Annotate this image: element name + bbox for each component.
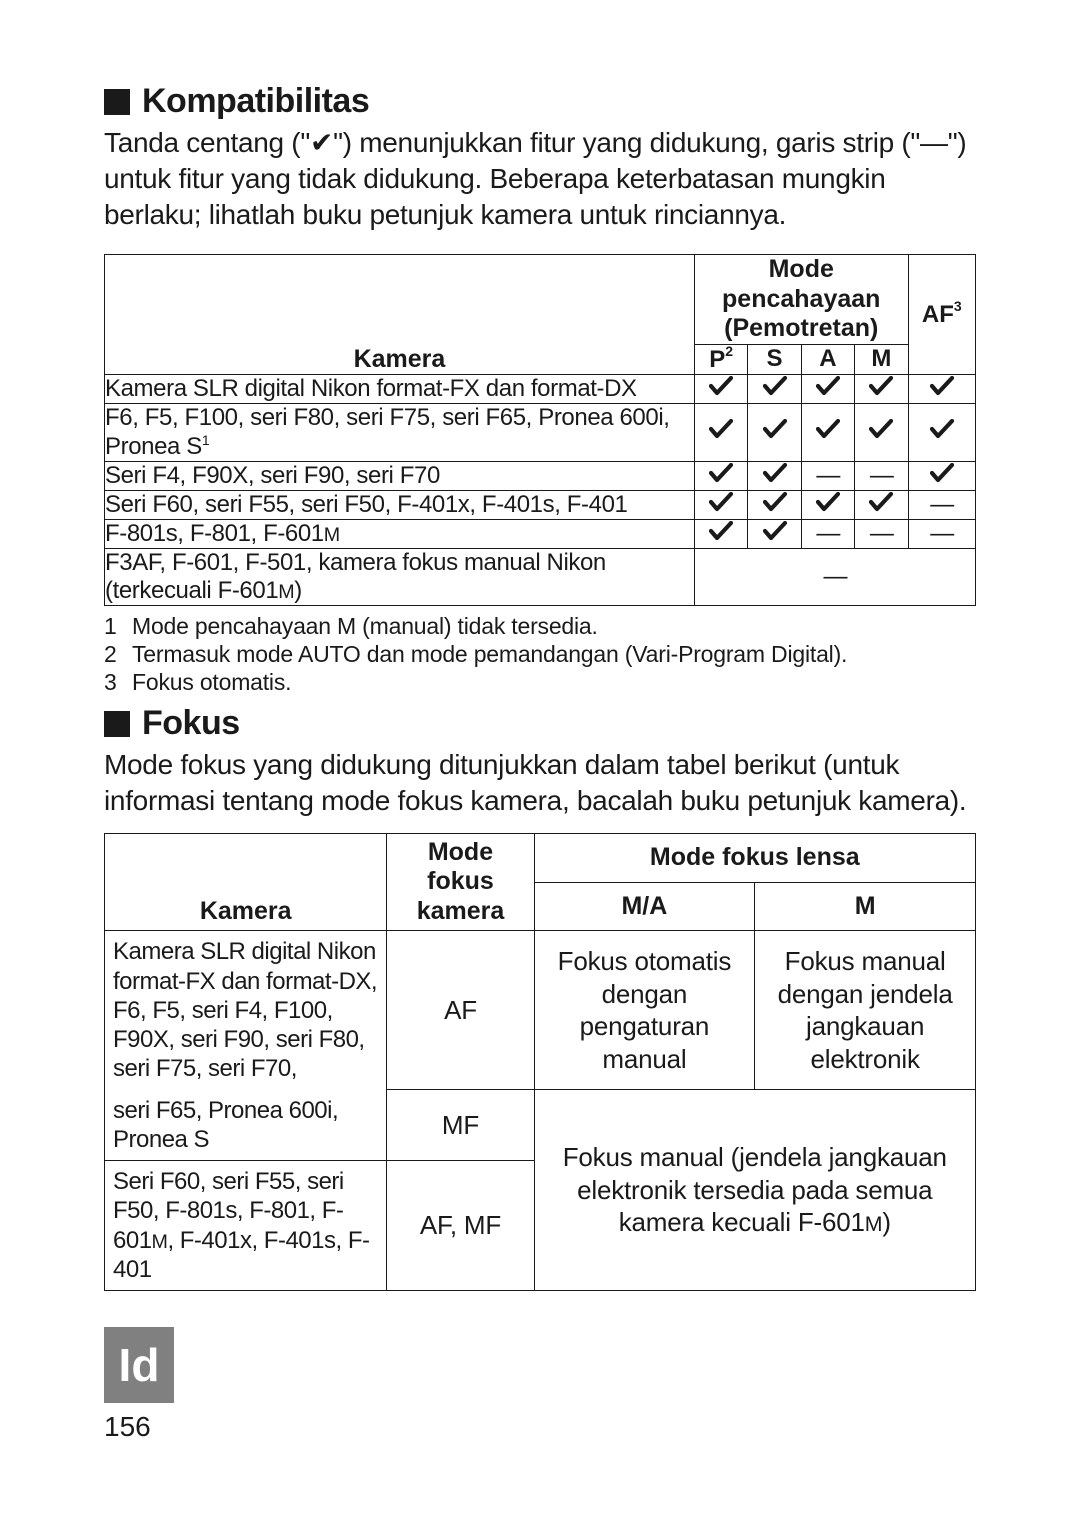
th-s: S <box>748 344 801 374</box>
compat-thead: Kamera Modepencahayaan(Pemotretan) AF3 P… <box>105 255 976 375</box>
compat-kamera-cell: F3AF, F-601, F-501, kamera fokus manual … <box>105 548 695 605</box>
thf-kamera: Kamera <box>105 833 387 931</box>
check-icon <box>694 403 747 461</box>
check-icon <box>748 374 801 403</box>
section1-heading: Kompatibilitas <box>104 82 976 121</box>
footnote-text: Termasuk mode AUTO dan mode pemandangan … <box>132 640 976 668</box>
page-content: Kompatibilitas Tanda centang ("✔") menun… <box>0 0 1080 1291</box>
footnotes: 1Mode pencahayaan M (manual) tidak terse… <box>104 612 976 696</box>
footnote-row: 2Termasuk mode AUTO dan mode pemandangan… <box>104 640 976 668</box>
footnote-row: 1Mode pencahayaan M (manual) tidak terse… <box>104 612 976 640</box>
footnote-num: 1 <box>104 612 132 640</box>
focus-r1-m: Fokus manual dengan jendela jangkauan el… <box>755 931 976 1090</box>
dash-icon: — <box>855 461 908 490</box>
footnote-num: 3 <box>104 668 132 696</box>
footnote-row: 3Fokus otomatis. <box>104 668 976 696</box>
section2-intro: Mode fokus yang didukung ditunjukkan dal… <box>104 747 976 819</box>
section2-heading: Fokus <box>104 704 976 743</box>
check-icon <box>748 461 801 490</box>
check-icon <box>908 461 975 490</box>
table-row: F3AF, F-601, F-501, kamera fokus manual … <box>105 548 976 605</box>
thf-m: M <box>755 882 976 931</box>
th-af-sup: 3 <box>954 298 962 314</box>
check-icon <box>855 403 908 461</box>
check-icon <box>748 403 801 461</box>
th-kamera: Kamera <box>105 255 695 375</box>
check-icon <box>694 461 747 490</box>
check-icon <box>801 374 854 403</box>
compatibility-table: Kamera Modepencahayaan(Pemotretan) AF3 P… <box>104 254 976 606</box>
focus-r3-mode: AF, MF <box>387 1161 534 1291</box>
check-icon <box>855 374 908 403</box>
table-row: Seri F60, seri F55, seri F50, F-401x, F-… <box>105 490 976 519</box>
check-icon <box>855 490 908 519</box>
compat-kamera-cell: Seri F60, seri F55, seri F50, F-401x, F-… <box>105 490 695 519</box>
page-number: 156 <box>104 1411 151 1443</box>
check-icon <box>748 490 801 519</box>
dash-icon: — <box>801 519 854 548</box>
th-p-sup: 2 <box>725 343 733 359</box>
footnote-text: Mode pencahayaan M (manual) tidak tersed… <box>132 612 976 640</box>
focus-tbody: Kamera SLR digital Nikon format-FX dan f… <box>105 931 976 1291</box>
thf-ma: M/A <box>534 882 755 931</box>
check-icon <box>801 403 854 461</box>
check-icon <box>801 490 854 519</box>
language-badge: Id <box>104 1327 174 1403</box>
table-row: Seri F4, F90X, seri F90, seri F70 —— <box>105 461 976 490</box>
focus-r1-mode: AF <box>387 931 534 1090</box>
th-p-lbl: P <box>709 346 725 373</box>
footnote-num: 2 <box>104 640 132 668</box>
section2-marker-icon <box>104 711 130 737</box>
focus-r1-ma: Fokus otomatis dengan pengaturan manual <box>534 931 755 1090</box>
thf-modekamera: Mode fokuskamera <box>387 833 534 931</box>
focus-r3-kamera: Seri F60, seri F55, seri F50, F-801s, F-… <box>105 1161 387 1291</box>
focus-table: Kamera Mode fokuskamera Mode fokus lensa… <box>104 833 976 1291</box>
compat-kamera-cell: Seri F4, F90X, seri F90, seri F70 <box>105 461 695 490</box>
dash-icon: — <box>908 519 975 548</box>
focus-thead: Kamera Mode fokuskamera Mode fokus lensa… <box>105 833 976 931</box>
thf-modelensa: Mode fokus lensa <box>534 833 975 882</box>
compat-kamera-cell: F6, F5, F100, seri F80, seri F75, seri F… <box>105 403 695 461</box>
compat-kamera-cell: F-801s, F-801, F-601M <box>105 519 695 548</box>
table-row: Kamera SLR digital Nikon format-FX dan f… <box>105 374 976 403</box>
th-m: M <box>855 344 908 374</box>
check-icon <box>694 519 747 548</box>
compat-merged-dash: — <box>694 548 975 605</box>
th-a: A <box>801 344 854 374</box>
check-icon <box>908 403 975 461</box>
check-icon <box>908 374 975 403</box>
th-mode: Modepencahayaan(Pemotretan) <box>694 255 908 345</box>
focus-r1-kamera: Kamera SLR digital Nikon format-FX dan f… <box>105 931 387 1090</box>
section2: Fokus Mode fokus yang didukung ditunjukk… <box>104 704 976 1291</box>
th-af-lbl: AF <box>922 301 954 328</box>
compat-kamera-cell: Kamera SLR digital Nikon format-FX dan f… <box>105 374 695 403</box>
th-p: P2 <box>694 344 747 374</box>
dash-icon: — <box>855 519 908 548</box>
section1-marker-icon <box>104 89 130 115</box>
th-mode-text: Modepencahayaan(Pemotretan) <box>722 255 880 342</box>
check-icon <box>694 490 747 519</box>
focus-r23-merged: Fokus manual (jendela jangkauan elektron… <box>534 1090 975 1291</box>
footnote-text: Fokus otomatis. <box>132 668 976 696</box>
th-af: AF3 <box>908 255 975 375</box>
section1-intro: Tanda centang ("✔") menunjukkan fitur ya… <box>104 125 976 232</box>
table-row: F6, F5, F100, seri F80, seri F75, seri F… <box>105 403 976 461</box>
check-icon <box>748 519 801 548</box>
section2-title: Fokus <box>142 704 240 743</box>
compat-tbody: Kamera SLR digital Nikon format-FX dan f… <box>105 374 976 605</box>
check-icon <box>694 374 747 403</box>
dash-icon: — <box>801 461 854 490</box>
focus-r2-kamera: seri F65, Pronea 600i, Pronea S <box>105 1090 387 1161</box>
section1-title: Kompatibilitas <box>142 82 369 121</box>
table-row: F-801s, F-801, F-601M——— <box>105 519 976 548</box>
dash-icon: — <box>908 490 975 519</box>
focus-r2-mode: MF <box>387 1090 534 1161</box>
